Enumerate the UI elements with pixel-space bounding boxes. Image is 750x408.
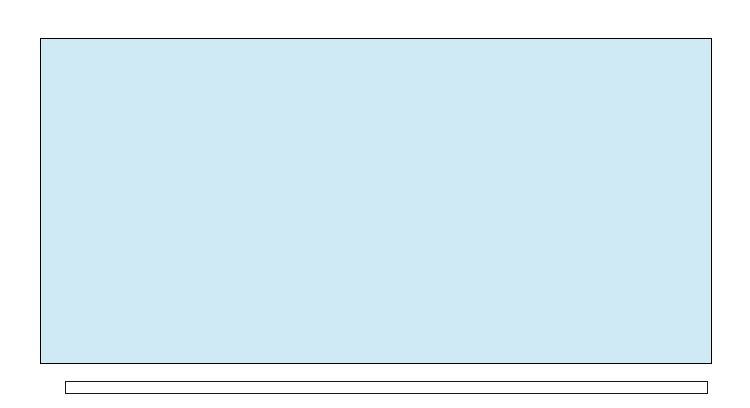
map-frame bbox=[40, 38, 712, 364]
colorbar bbox=[65, 381, 708, 394]
map-canvas bbox=[41, 39, 711, 363]
